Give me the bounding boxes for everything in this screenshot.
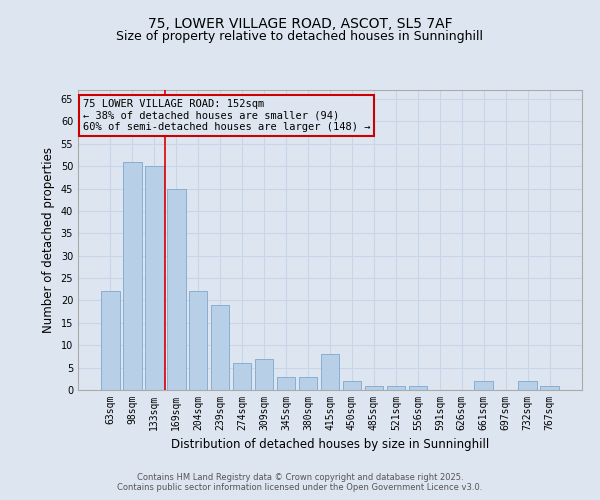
Text: 75, LOWER VILLAGE ROAD, ASCOT, SL5 7AF: 75, LOWER VILLAGE ROAD, ASCOT, SL5 7AF: [148, 18, 452, 32]
Bar: [233, 363, 251, 390]
Bar: [320, 354, 340, 390]
Bar: [277, 376, 295, 390]
Bar: [123, 162, 142, 390]
Bar: [386, 386, 405, 390]
Bar: [475, 381, 493, 390]
Bar: [409, 386, 427, 390]
Bar: [343, 381, 361, 390]
Y-axis label: Number of detached properties: Number of detached properties: [42, 147, 55, 333]
Text: 75 LOWER VILLAGE ROAD: 152sqm
← 38% of detached houses are smaller (94)
60% of s: 75 LOWER VILLAGE ROAD: 152sqm ← 38% of d…: [83, 99, 371, 132]
Bar: [101, 292, 119, 390]
Bar: [211, 305, 229, 390]
Bar: [189, 292, 208, 390]
Bar: [541, 386, 559, 390]
Bar: [167, 188, 185, 390]
Bar: [145, 166, 164, 390]
Text: Contains HM Land Registry data © Crown copyright and database right 2025.
Contai: Contains HM Land Registry data © Crown c…: [118, 473, 482, 492]
Bar: [299, 376, 317, 390]
Bar: [255, 358, 274, 390]
Bar: [365, 386, 383, 390]
Text: Size of property relative to detached houses in Sunninghill: Size of property relative to detached ho…: [116, 30, 484, 43]
Bar: [518, 381, 537, 390]
X-axis label: Distribution of detached houses by size in Sunninghill: Distribution of detached houses by size …: [171, 438, 489, 452]
